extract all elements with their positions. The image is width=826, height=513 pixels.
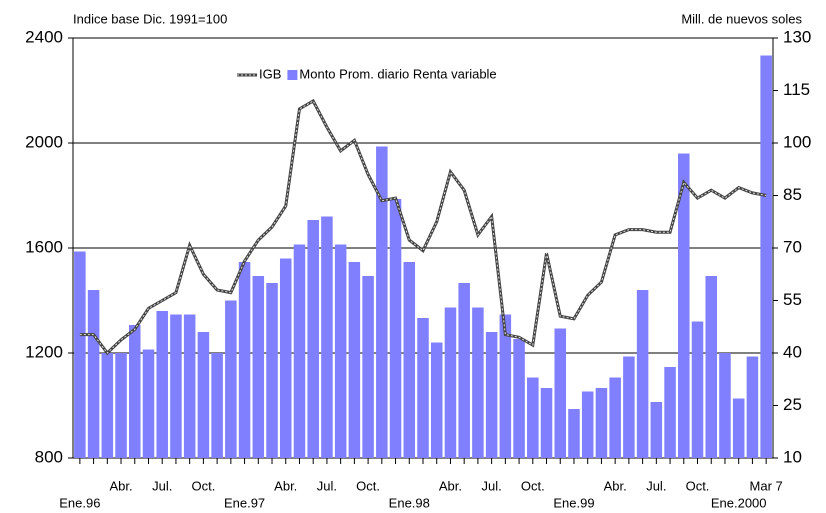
y-tick-label: 800 xyxy=(35,447,63,466)
y2-tick-label: 10 xyxy=(783,447,802,466)
bar xyxy=(321,216,333,458)
bar xyxy=(101,353,114,458)
y-tick-label: 1600 xyxy=(25,237,63,256)
bar xyxy=(664,367,676,458)
bar xyxy=(760,55,772,458)
bar xyxy=(266,283,278,458)
x-tick-label: Abr. xyxy=(274,478,297,493)
bar xyxy=(732,398,745,458)
bar xyxy=(499,314,512,458)
bar xyxy=(238,262,251,458)
bar xyxy=(430,342,443,458)
bar xyxy=(211,353,223,458)
bar xyxy=(472,307,484,458)
bar xyxy=(485,332,498,458)
x-tick-label: Jul. xyxy=(482,478,502,493)
x-tick-label: Abr. xyxy=(109,478,132,493)
y2-tick-label: 100 xyxy=(783,132,811,151)
y2-tick-label: 55 xyxy=(783,290,802,309)
bar xyxy=(678,153,690,458)
y2-tick-label: 40 xyxy=(783,342,802,361)
y2-axis-label: Mill. de nuevos soles xyxy=(681,11,802,26)
x-tick-label: Oct. xyxy=(191,478,215,493)
bar xyxy=(691,321,704,458)
x-tick-label: Oct. xyxy=(686,478,710,493)
line xyxy=(79,98,767,356)
x-tick-label: Oct. xyxy=(521,478,545,493)
y-tick-label: 2000 xyxy=(25,132,63,151)
bar xyxy=(74,251,86,458)
bar xyxy=(705,276,717,458)
bar xyxy=(87,290,100,458)
bar xyxy=(746,356,759,458)
bar xyxy=(540,388,553,458)
y2-tick-label: 85 xyxy=(783,185,802,204)
x-tick-label: Jul. xyxy=(317,478,337,493)
x-tick-label: Abr. xyxy=(604,478,627,493)
bar xyxy=(307,220,319,458)
legend-label: Monto Prom. diario Renta variable xyxy=(299,66,496,81)
bar xyxy=(129,325,141,458)
bar xyxy=(403,262,416,458)
y-tick-label: 1200 xyxy=(25,342,63,361)
bar xyxy=(650,402,663,458)
bar xyxy=(595,388,608,458)
y2-tick-label: 70 xyxy=(783,237,802,256)
bar xyxy=(458,283,470,458)
bar xyxy=(293,244,306,458)
bar xyxy=(142,349,155,458)
bar xyxy=(170,314,182,458)
bar xyxy=(568,409,580,458)
line-highlight xyxy=(79,100,767,354)
y2-tick-label: 25 xyxy=(783,395,802,414)
bar xyxy=(197,332,210,458)
bar xyxy=(513,339,525,458)
x-tick-label: Ene.98 xyxy=(389,495,430,510)
bar xyxy=(527,377,539,458)
x-tick-label: Abr. xyxy=(439,478,462,493)
bar xyxy=(334,244,347,458)
x-tick-label: Mar 7 xyxy=(750,478,783,493)
bar xyxy=(252,276,265,458)
bar xyxy=(376,146,388,458)
x-tick-label: Jul. xyxy=(152,478,172,493)
legend-swatch xyxy=(287,70,298,80)
bar xyxy=(636,290,649,458)
bar xyxy=(417,318,429,458)
bar xyxy=(362,276,374,458)
legend-label: IGB xyxy=(259,66,281,81)
x-tick-label: Ene.2000 xyxy=(711,495,767,510)
bar xyxy=(225,300,237,458)
y-axis-label: Indice base Dic. 1991=100 xyxy=(73,11,227,26)
bar xyxy=(389,199,402,458)
y2-tick-label: 130 xyxy=(783,27,811,46)
bar xyxy=(183,314,196,458)
bar xyxy=(156,311,168,458)
bar xyxy=(279,258,292,458)
x-tick-label: Ene.99 xyxy=(553,495,594,510)
bar xyxy=(623,356,635,458)
bar xyxy=(115,353,127,458)
y-tick-label: 2400 xyxy=(25,27,63,46)
bar xyxy=(609,377,621,458)
x-tick-label: Oct. xyxy=(356,478,380,493)
bar xyxy=(444,307,457,458)
bar xyxy=(348,262,361,458)
x-tick-label: Ene.96 xyxy=(59,495,100,510)
bar xyxy=(719,353,731,458)
x-tick-label: Ene.97 xyxy=(224,495,265,510)
bar xyxy=(581,391,594,458)
y2-tick-label: 115 xyxy=(783,80,810,99)
bar xyxy=(554,328,567,458)
x-tick-label: Jul. xyxy=(646,478,666,493)
